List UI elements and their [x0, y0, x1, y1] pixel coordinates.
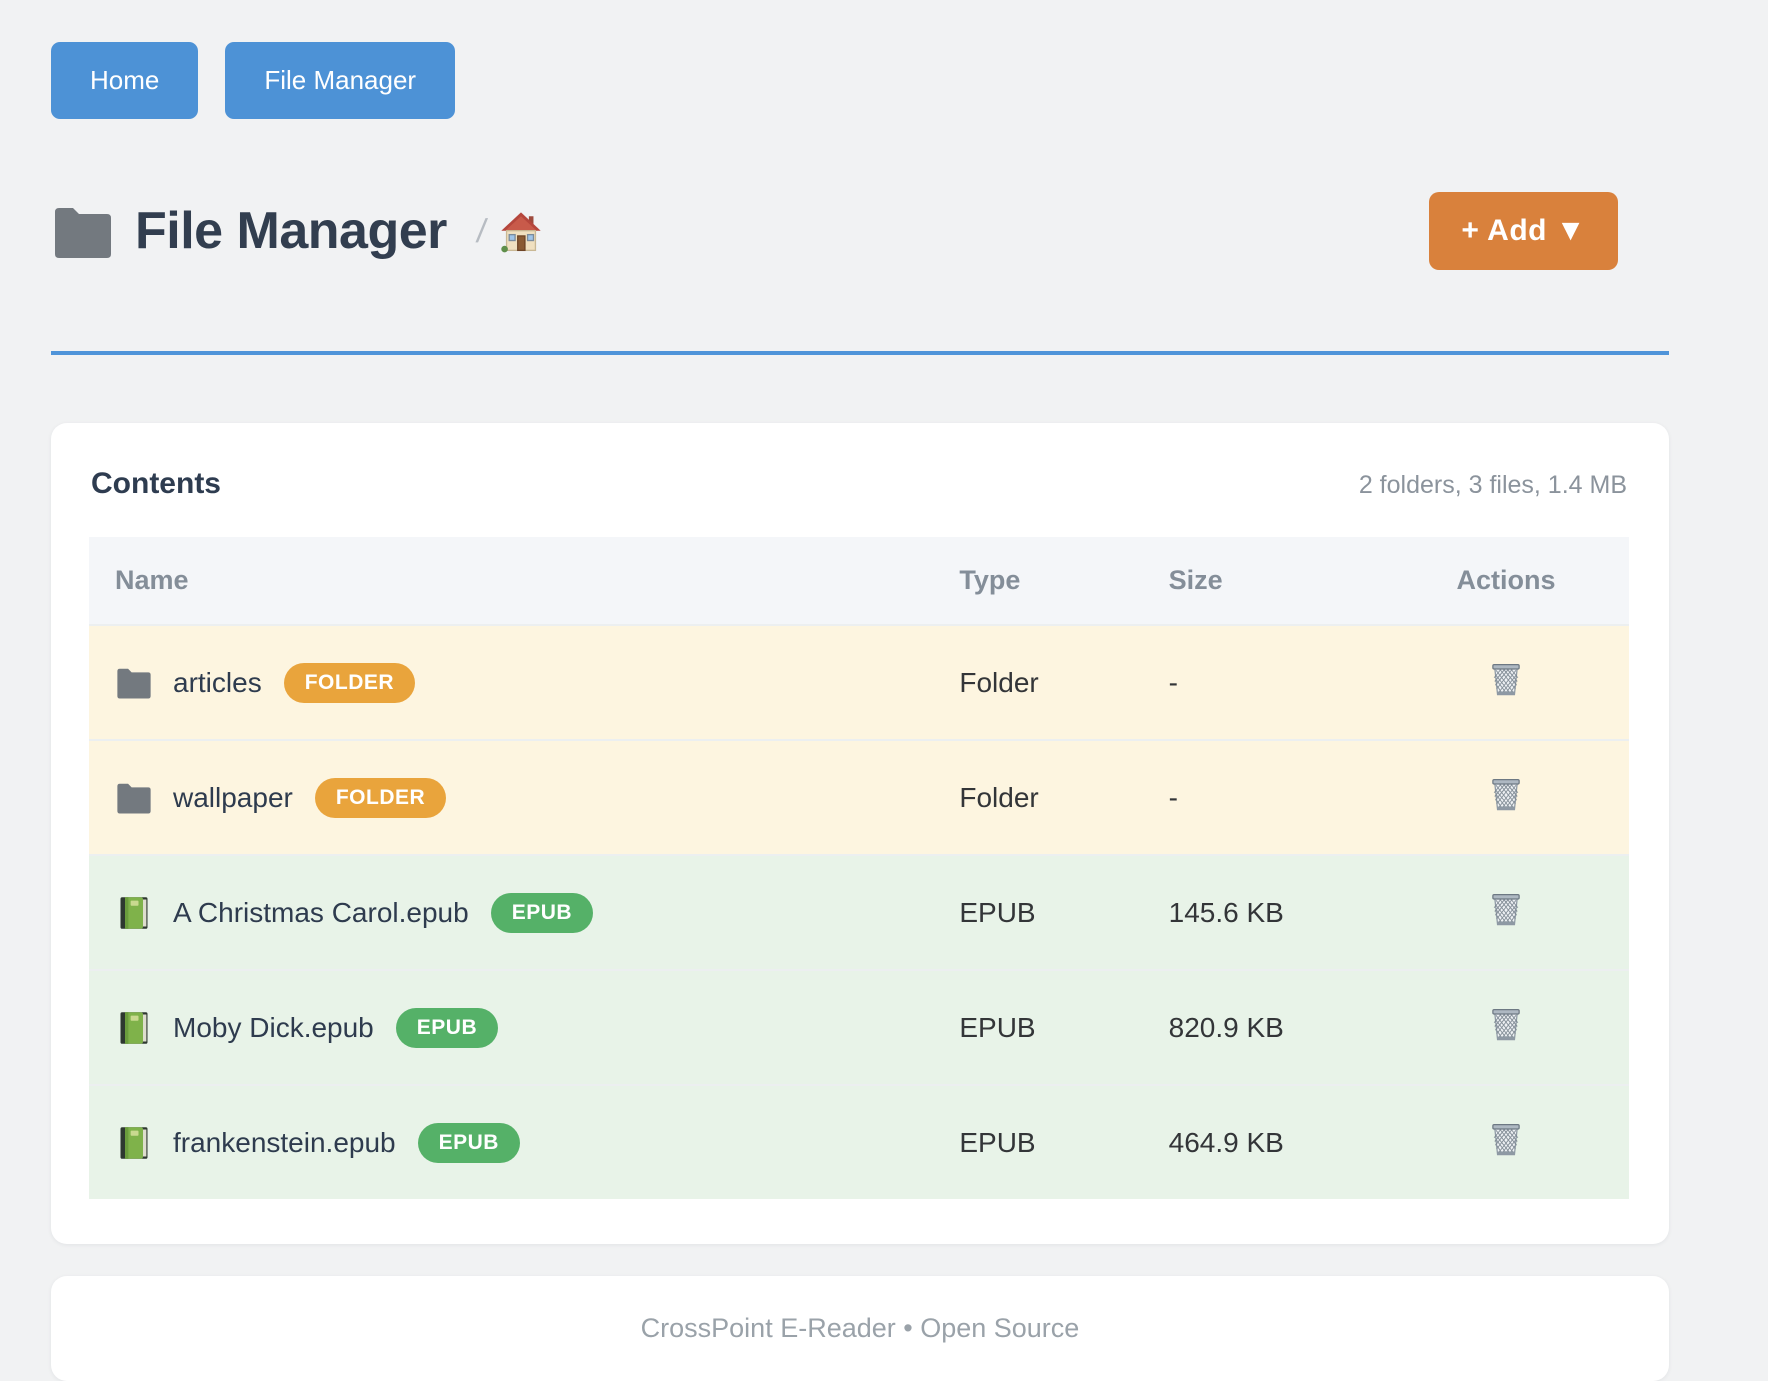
column-header-size: Size [1142, 537, 1409, 625]
file-size: - [1168, 781, 1178, 813]
footer-text: CrossPoint E-Reader • Open Source [640, 1313, 1080, 1343]
breadcrumb-separator: / [474, 212, 489, 249]
table-row: Moby Dick.epub EPUB EPUB 820.9 KB [89, 970, 1629, 1085]
title-underline [51, 351, 1669, 355]
file-name[interactable]: A Christmas Carol.epub [173, 896, 469, 928]
green-book-icon [115, 895, 153, 931]
trash-icon[interactable] [1486, 1119, 1526, 1159]
table-row: A Christmas Carol.epub EPUB EPUB 145.6 K… [89, 855, 1629, 970]
file-size: 820.9 KB [1168, 1011, 1284, 1043]
type-badge: EPUB [395, 1007, 499, 1048]
type-badge: EPUB [490, 892, 594, 933]
file-type: EPUB [959, 1011, 1036, 1043]
type-badge: EPUB [417, 1122, 520, 1163]
file-size: 464.9 KB [1168, 1126, 1284, 1158]
file-type: Folder [959, 781, 1039, 813]
contents-card: Contents 2 folders, 3 files, 1.4 MB Name… [51, 423, 1669, 1244]
file-type: EPUB [959, 1126, 1036, 1158]
file-type: EPUB [959, 896, 1036, 928]
file-name[interactable]: frankenstein.epub [173, 1126, 396, 1158]
green-book-icon [115, 1010, 153, 1046]
folder-icon [115, 780, 153, 816]
contents-summary: 2 folders, 3 files, 1.4 MB [1358, 471, 1627, 499]
trash-icon[interactable] [1486, 774, 1526, 814]
footer-card: CrossPoint E-Reader • Open Source [51, 1276, 1669, 1381]
file-name[interactable]: articles [173, 666, 262, 698]
trash-icon[interactable] [1486, 889, 1526, 929]
file-type: Folder [959, 666, 1039, 698]
page-title: File Manager [135, 202, 447, 260]
column-header-name: Name [89, 537, 934, 625]
table-header-row: Name Type Size Actions [89, 537, 1629, 625]
file-table: Name Type Size Actions articles FOLDER [89, 537, 1629, 1199]
breadcrumb: / [474, 211, 542, 253]
top-nav: Home File Manager [51, 42, 1720, 119]
nav-home-button[interactable]: Home [51, 42, 199, 119]
nav-file-manager-button[interactable]: File Manager [225, 42, 456, 119]
contents-heading: Contents [91, 467, 221, 500]
type-badge: FOLDER [314, 777, 447, 818]
contents-bar: Contents 2 folders, 3 files, 1.4 MB [89, 467, 1629, 501]
file-manager-page: Home File Manager File Manager / + Add ▼ [51, 42, 1720, 1381]
add-button[interactable]: + Add ▼ [1429, 192, 1618, 270]
table-row: wallpaper FOLDER Folder - [89, 740, 1629, 855]
column-header-type: Type [933, 537, 1143, 625]
page-header: File Manager / + Add ▼ [51, 191, 1669, 271]
table-row: frankenstein.epub EPUB EPUB 464.9 KB [89, 1085, 1629, 1199]
file-name[interactable]: Moby Dick.epub [173, 1011, 374, 1043]
home-icon[interactable] [500, 211, 542, 253]
type-badge: FOLDER [283, 662, 416, 703]
folder-icon [51, 202, 115, 260]
green-book-icon [115, 1125, 153, 1161]
file-size: 145.6 KB [1168, 896, 1284, 928]
file-name[interactable]: wallpaper [173, 781, 293, 813]
table-row: articles FOLDER Folder - [89, 625, 1629, 740]
trash-icon[interactable] [1486, 1004, 1526, 1044]
trash-icon[interactable] [1486, 659, 1526, 699]
folder-icon [115, 665, 153, 701]
column-header-actions: Actions [1409, 537, 1629, 625]
file-size: - [1168, 666, 1178, 698]
